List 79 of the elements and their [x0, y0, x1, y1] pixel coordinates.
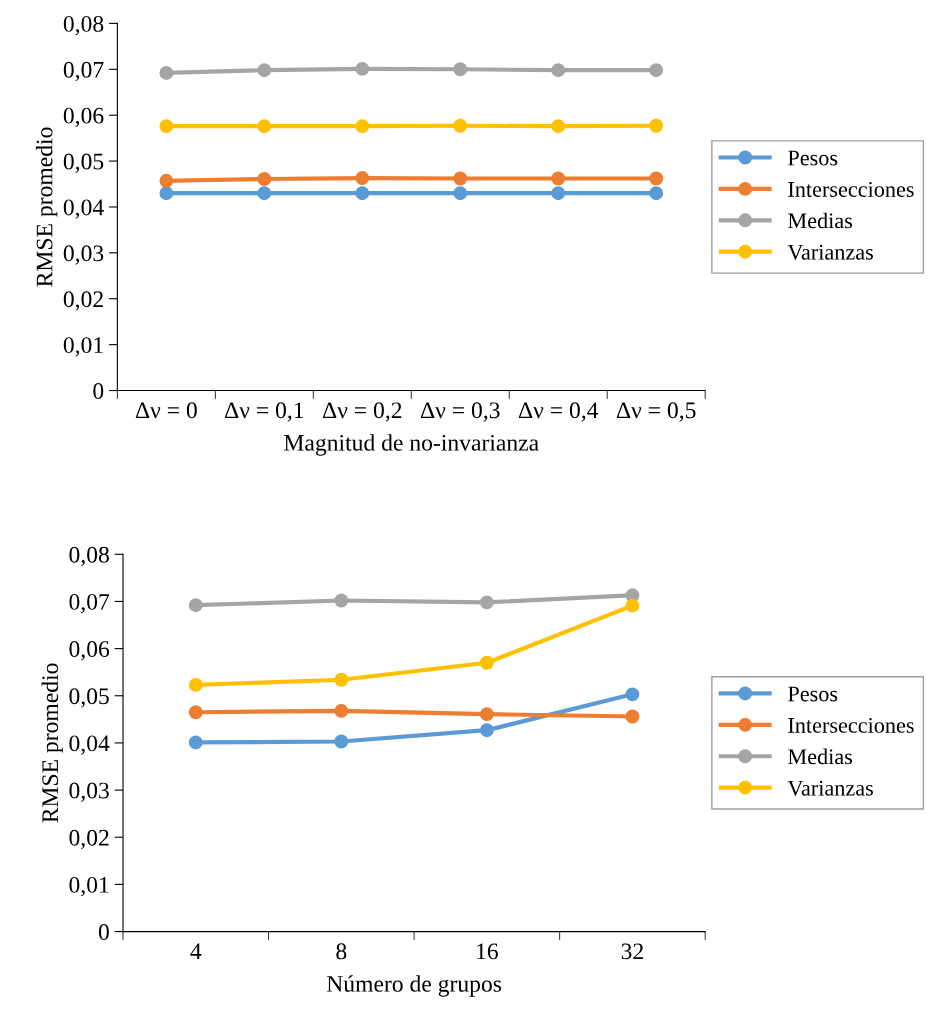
point: [188, 735, 203, 750]
legend-label: Pesos: [788, 686, 838, 702]
x-axis-title: Magnitud de no-invarianza: [284, 434, 539, 456]
y-tick-label: 0: [93, 383, 104, 399]
point: [625, 687, 640, 702]
point: [257, 186, 272, 201]
y-tick-label: 0,04: [69, 735, 110, 755]
y-tick-label: 0,03: [63, 245, 104, 265]
x-tick-label: 8: [336, 943, 347, 960]
x-tick-label: Δν = 0,2: [322, 402, 402, 422]
x-tick-label: Δν = 0: [135, 402, 197, 419]
point: [257, 172, 272, 186]
point: [188, 705, 203, 720]
x-tick-label: 16: [477, 943, 498, 960]
x-tick-label: Δν = 0,3: [420, 402, 500, 422]
point: [334, 593, 349, 608]
point: [188, 598, 203, 613]
y-tick-label: 0,06: [69, 641, 110, 661]
y-tick-label: 0,08: [69, 546, 109, 567]
y-tick-label: 0,04: [63, 199, 104, 219]
point: [159, 186, 174, 201]
point: [257, 63, 272, 78]
point: [159, 119, 174, 134]
x-tick-label: Δν = 0,1: [224, 402, 304, 422]
y-tick-label: 0,01: [69, 876, 109, 897]
point: [355, 186, 370, 201]
point: [479, 595, 494, 610]
y-tick-label: 0,05: [63, 153, 104, 173]
point: [355, 171, 370, 185]
y-tick-label: 0,05: [69, 688, 109, 708]
point: [479, 707, 494, 722]
point: [159, 173, 174, 188]
y-tick-label: 0,06: [63, 107, 104, 127]
point: [355, 61, 370, 76]
point: [355, 119, 370, 134]
x-tick-label: Δν = 0,5: [616, 402, 696, 422]
legend-label: Intersecciones: [788, 181, 914, 197]
x-tick-label: Δν = 0,4: [518, 402, 599, 422]
y-tick-label: 0,08: [63, 15, 104, 36]
point: [551, 63, 566, 78]
point: [649, 171, 664, 186]
point: [188, 677, 203, 692]
y-tick-label: 0,07: [63, 61, 104, 82]
point: [453, 118, 468, 133]
y-tick-label: 0: [98, 924, 109, 940]
point: [453, 186, 468, 201]
y-axis-title: RMSE promedio: [41, 663, 63, 823]
point: [453, 171, 468, 186]
point: [334, 672, 349, 687]
point: [625, 709, 640, 724]
point: [159, 66, 174, 80]
point: [334, 703, 349, 718]
point: [625, 598, 640, 613]
point: [649, 118, 664, 133]
point: [649, 186, 664, 201]
legend-label: Varianzas: [787, 244, 873, 260]
point: [551, 171, 566, 186]
x-tick-label: 32: [621, 943, 643, 960]
point: [334, 734, 349, 749]
legend-label: Pesos: [788, 150, 838, 166]
point: [551, 186, 566, 201]
point: [649, 63, 664, 78]
y-tick-label: 0,02: [63, 291, 103, 311]
y-tick-label: 0,03: [69, 782, 109, 802]
legend-label: Varianzas: [787, 780, 873, 796]
legend-label: Medias: [788, 748, 853, 765]
point: [551, 119, 566, 134]
point: [453, 62, 468, 77]
legend-label: Medias: [788, 212, 853, 229]
y-tick-label: 0,02: [69, 829, 109, 850]
legend-label: Intersecciones: [788, 717, 914, 733]
point: [257, 119, 272, 134]
y-tick-label: 0,07: [69, 593, 110, 614]
x-axis-title: Número de grupos: [326, 975, 502, 997]
y-axis-title: RMSE promedio: [35, 127, 58, 287]
y-tick-label: 0,01: [63, 337, 103, 357]
point: [479, 655, 494, 670]
x-tick-label: 4: [190, 943, 202, 960]
point: [479, 723, 494, 738]
